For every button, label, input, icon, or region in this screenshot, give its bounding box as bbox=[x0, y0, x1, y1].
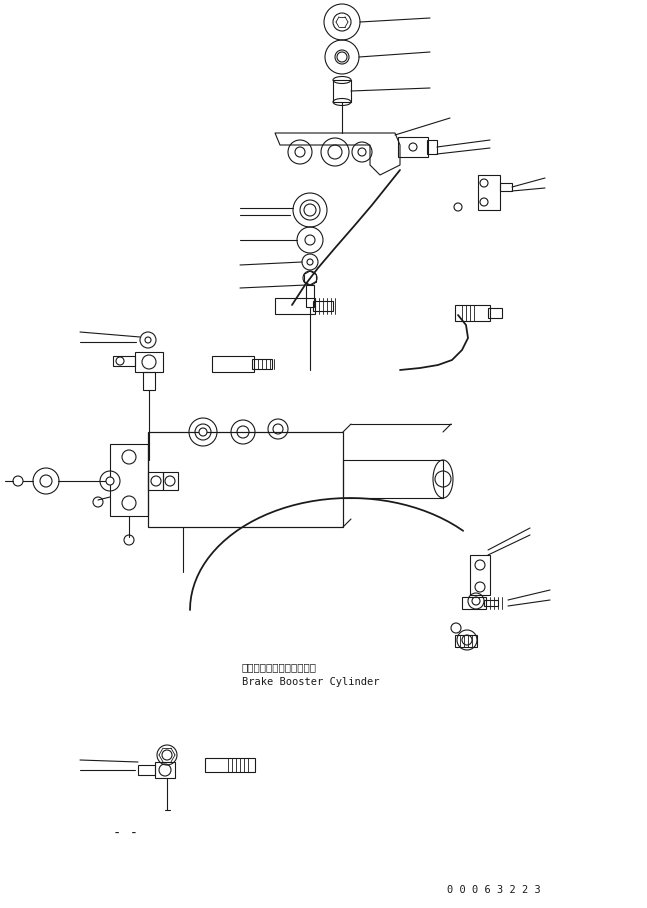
Bar bbox=[313, 301, 333, 311]
Bar bbox=[462, 597, 486, 609]
Text: 0 0 0 6 3 2 2 3: 0 0 0 6 3 2 2 3 bbox=[447, 885, 541, 895]
Text: Brake Booster Cylinder: Brake Booster Cylinder bbox=[242, 677, 380, 687]
Bar bbox=[484, 600, 498, 606]
Bar bbox=[455, 305, 490, 321]
Bar bbox=[110, 444, 148, 516]
Bar bbox=[306, 285, 314, 307]
Bar bbox=[455, 635, 477, 647]
Text: - -: - - bbox=[113, 826, 138, 840]
Text: ブレーキブースタシリンダ: ブレーキブースタシリンダ bbox=[242, 662, 317, 672]
Bar bbox=[148, 432, 343, 527]
Circle shape bbox=[145, 337, 151, 343]
Bar bbox=[143, 372, 155, 390]
Bar bbox=[470, 555, 490, 595]
Bar bbox=[148, 472, 163, 490]
Bar bbox=[113, 356, 135, 366]
Bar bbox=[163, 472, 178, 490]
Bar bbox=[138, 765, 155, 775]
Bar bbox=[333, 80, 351, 102]
Circle shape bbox=[106, 477, 114, 485]
Bar bbox=[205, 758, 255, 772]
Bar bbox=[427, 140, 437, 154]
Bar bbox=[135, 352, 163, 372]
Bar bbox=[212, 356, 254, 372]
Bar bbox=[275, 298, 315, 314]
Bar bbox=[500, 183, 512, 191]
Bar bbox=[155, 762, 175, 778]
Bar bbox=[398, 137, 428, 157]
Bar bbox=[488, 308, 502, 318]
Bar bbox=[478, 175, 500, 210]
Circle shape bbox=[199, 428, 207, 436]
Bar bbox=[343, 460, 443, 498]
Bar bbox=[252, 359, 272, 369]
Circle shape bbox=[13, 476, 23, 486]
